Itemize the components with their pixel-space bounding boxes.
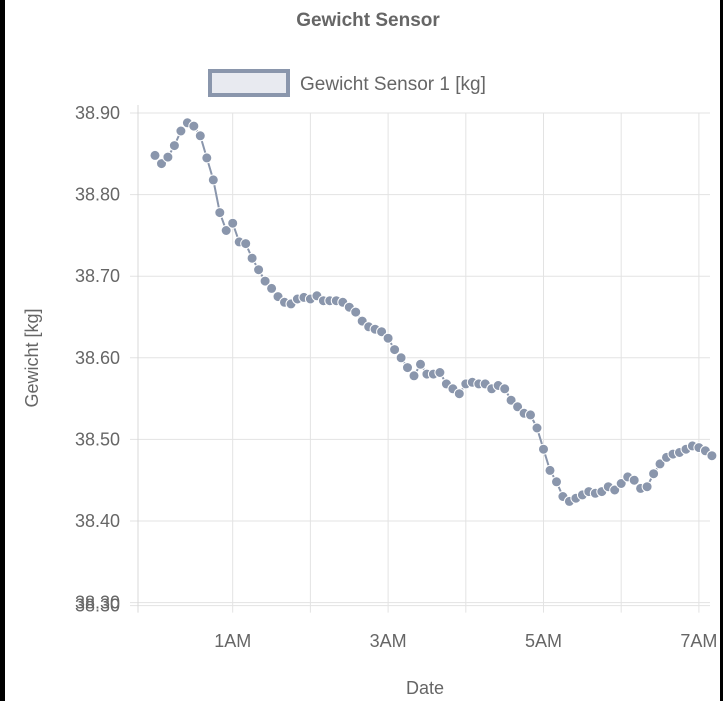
data-point[interactable] — [246, 252, 258, 264]
data-point[interactable] — [706, 450, 718, 462]
data-point[interactable] — [389, 344, 401, 356]
y-tick-label: 38.30 — [75, 593, 120, 613]
data-point[interactable] — [376, 326, 388, 338]
x-tick-label: 1AM — [214, 631, 251, 651]
data-point[interactable] — [395, 352, 407, 364]
data-point[interactable] — [188, 120, 200, 132]
window-border-right — [720, 0, 723, 701]
data-point[interactable] — [525, 409, 536, 421]
series-line — [154, 121, 713, 503]
data-point[interactable] — [628, 474, 640, 486]
data-point[interactable] — [648, 468, 660, 480]
data-point[interactable] — [499, 383, 511, 395]
data-point[interactable] — [615, 478, 627, 489]
data-point[interactable] — [149, 149, 161, 161]
data-point[interactable] — [382, 332, 394, 344]
data-point[interactable] — [168, 140, 180, 152]
data-point[interactable] — [259, 275, 271, 287]
data-point[interactable] — [641, 481, 653, 493]
x-axis-ticks: 1AM 3AM 5AM 7AM — [214, 631, 717, 651]
data-point[interactable] — [538, 443, 549, 455]
window-border-left — [0, 0, 5, 701]
data-point[interactable] — [531, 422, 543, 434]
y-tick-label: 38.60 — [75, 348, 120, 368]
data-point[interactable] — [175, 125, 187, 137]
data-point[interactable] — [551, 476, 562, 488]
chart-title: Gewicht Sensor — [296, 10, 440, 31]
y-tick-label: 38.80 — [75, 185, 120, 205]
data-point[interactable] — [609, 484, 621, 496]
data-point[interactable] — [266, 282, 278, 294]
data-point[interactable] — [512, 401, 524, 413]
legend[interactable]: Gewicht Sensor 1 [kg] — [208, 69, 486, 97]
series-gewicht-sensor-1 — [149, 117, 718, 507]
data-point[interactable] — [453, 388, 465, 400]
x-tick-label: 3AM — [370, 631, 407, 651]
y-tick-label: 38.50 — [75, 429, 120, 449]
data-point[interactable] — [220, 225, 232, 236]
legend-label: Gewicht Sensor 1 [kg] — [300, 74, 486, 95]
data-point[interactable] — [227, 217, 239, 229]
x-tick-label: 5AM — [525, 631, 562, 651]
data-point[interactable] — [654, 458, 666, 470]
legend-swatch — [208, 69, 290, 97]
grid — [130, 105, 710, 613]
data-point[interactable] — [207, 174, 219, 186]
data-point[interactable] — [194, 130, 206, 142]
data-point[interactable] — [415, 358, 426, 370]
data-point[interactable] — [240, 238, 252, 250]
y-tick-label: 38.40 — [75, 511, 120, 531]
y-axis-title: Gewicht [kg] — [22, 308, 42, 407]
data-point[interactable] — [162, 151, 174, 163]
data-point[interactable] — [544, 464, 556, 476]
y-tick-label: 38.90 — [75, 103, 120, 123]
data-point[interactable] — [402, 362, 413, 374]
data-point[interactable] — [505, 394, 517, 406]
y-tick-label: 38.70 — [75, 266, 120, 286]
data-point[interactable] — [214, 207, 226, 219]
x-axis-title: Date — [406, 678, 444, 698]
x-tick-label: 7AM — [680, 631, 717, 651]
data-point[interactable] — [156, 158, 167, 170]
data-point[interactable] — [253, 264, 265, 276]
data-point[interactable] — [408, 370, 420, 382]
data-point[interactable] — [434, 367, 446, 378]
data-point[interactable] — [350, 306, 362, 318]
data-point[interactable] — [201, 152, 213, 164]
y-tick-label: 38.30 — [75, 596, 120, 616]
